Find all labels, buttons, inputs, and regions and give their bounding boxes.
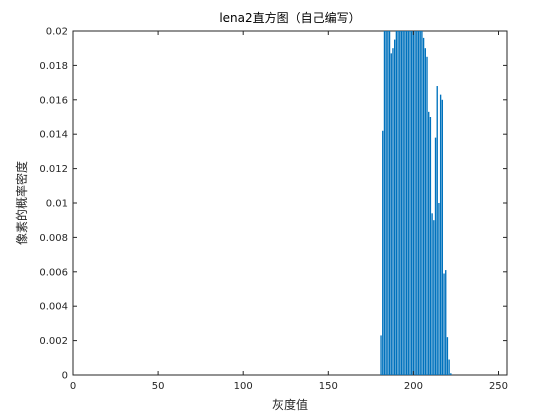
histogram-bar <box>387 31 389 375</box>
y-tick-label: 0.002 <box>39 336 68 347</box>
y-axis-label: 像素的概率密度 <box>14 161 29 245</box>
histogram-bar <box>439 94 442 375</box>
chart-title: lena2直方图（自己编写） <box>219 10 360 25</box>
histogram-bar <box>397 31 399 375</box>
y-tick-label: 0.012 <box>39 164 68 175</box>
histogram-bar <box>433 220 435 375</box>
histogram-bar <box>419 31 421 375</box>
histogram-bar <box>395 31 398 375</box>
y-tick-label: 0.008 <box>39 233 68 244</box>
y-tick-label: 0.016 <box>39 95 68 106</box>
y-tick-label: 0 <box>62 371 68 382</box>
histogram-bar <box>434 137 437 375</box>
histogram-bar <box>383 31 386 375</box>
x-tick-label: 200 <box>404 381 423 392</box>
histogram-bar <box>392 48 394 375</box>
histogram-bar <box>438 203 440 375</box>
histogram-bar <box>429 117 432 375</box>
histogram-bar <box>436 86 438 375</box>
histogram-bar <box>407 31 409 375</box>
y-tick-label: 0.014 <box>39 130 68 141</box>
x-axis-label: 灰度值 <box>272 397 308 412</box>
y-tick-label: 0.004 <box>39 302 68 313</box>
histogram-bar <box>450 373 452 375</box>
histogram-bar <box>414 31 416 375</box>
x-tick-label: 0 <box>70 381 76 392</box>
histogram-bar <box>446 337 449 375</box>
y-tick-label: 0.006 <box>39 267 68 278</box>
histogram-bar <box>416 31 418 375</box>
histogram-bar <box>390 53 392 376</box>
histogram-bar <box>424 48 426 375</box>
histogram-bar <box>431 213 433 375</box>
x-tick-label: 50 <box>152 381 165 392</box>
x-tick-label: 150 <box>319 381 338 392</box>
histogram-bar <box>400 31 403 375</box>
histogram-bar <box>380 335 382 375</box>
y-tick-label: 0.018 <box>39 61 68 72</box>
histogram-bar <box>404 31 406 375</box>
plot-area <box>72 30 508 376</box>
histogram-bar <box>421 31 423 375</box>
histogram-bar <box>445 270 447 375</box>
histogram-bar <box>388 31 391 375</box>
histogram-bar <box>402 31 404 375</box>
histogram-bar <box>382 130 384 375</box>
histogram-bar <box>422 37 425 375</box>
histogram-bar <box>385 31 387 375</box>
histogram-bar <box>399 31 401 375</box>
histogram-bar <box>409 31 411 375</box>
histogram-bar <box>448 359 450 375</box>
y-tick-label: 0.01 <box>46 199 68 210</box>
ticks-group: 0 50 100 150 200 250 0 0.002 0.004 0.006 0.008 0.01… <box>39 27 508 393</box>
histogram-bar <box>393 39 396 375</box>
histogram-bar <box>412 31 415 375</box>
y-tick-label: 0.02 <box>46 27 68 38</box>
x-tick-label: 250 <box>489 381 508 392</box>
histogram-bar <box>417 31 420 375</box>
histogram-bar <box>441 99 443 376</box>
histogram-bar <box>426 56 428 376</box>
histogram-bar <box>411 31 413 375</box>
histogram-bar <box>443 273 445 375</box>
histogram-bar <box>405 31 408 375</box>
bars-group <box>380 31 452 376</box>
histogram-bar <box>428 111 430 375</box>
x-tick-label: 100 <box>234 381 253 392</box>
